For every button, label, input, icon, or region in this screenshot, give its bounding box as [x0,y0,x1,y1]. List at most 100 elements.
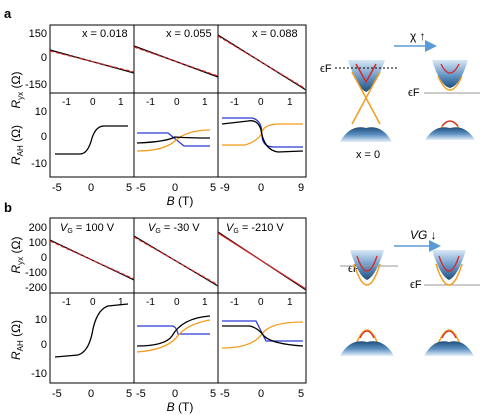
row-b-schematic: VG ↓ ϵF ϵF [340,228,480,356]
x0-label: x = 0 [356,149,380,161]
svg-text:-1: -1 [62,297,71,308]
svg-text:0: 0 [258,97,264,108]
row-a-schematic: ϵF x = 0 χ ↑ ϵF [320,29,480,161]
svg-text:1: 1 [118,97,124,108]
fermi-label-2: ϵF [410,279,422,291]
svg-text:0: 0 [258,297,264,308]
row-b-yticks: 200 100 0 -100 -200 10 0 -10 [25,222,47,380]
svg-text:0: 0 [172,182,178,194]
svg-text:-1: -1 [146,297,155,308]
rah-orange [222,123,303,146]
svg-text:0: 0 [90,97,96,108]
svg-text:RAH (Ω): RAH (Ω) [9,320,25,360]
ytick: -10 [31,158,47,170]
svg-text:5: 5 [210,182,216,194]
ryx-fit [49,240,135,280]
svg-text:5: 5 [210,388,216,400]
ytick: 0 [41,131,47,143]
cone-lower-2 [425,127,475,140]
ytick: 100 [29,237,47,249]
row-a-xlabel: B (T) [167,194,194,208]
svg-text:-1: -1 [62,97,71,108]
rah-data [222,325,304,347]
row-a-top-ylabel: Ryx (Ω) [9,72,25,109]
ryx-fit [133,46,219,77]
svg-text:1: 1 [287,297,293,308]
ytick: -10 [31,368,47,380]
cone-upper-2 [432,250,466,280]
row-b-params: VG = 100 V VG = -30 V VG = -210 V [60,222,284,235]
dirac-red [355,63,377,84]
svg-text:0: 0 [90,297,96,308]
rah-blue [222,320,303,342]
band-red [440,63,460,127]
arrow-label: χ ↑ [410,29,426,43]
svg-text:0: 0 [174,97,180,108]
row-b-xlabel: B (T) [167,400,194,414]
ytick: -200 [25,282,47,294]
dirac-cone [351,71,381,125]
band-red-2 [438,255,460,339]
row-a-panels [49,24,307,178]
rah-orange [136,129,211,152]
svg-text:RAH (Ω): RAH (Ω) [9,125,25,165]
panel-param: VG = -30 V [148,222,200,235]
panel-b3-bottom [217,292,307,384]
svg-text:5: 5 [126,388,132,400]
cone-lower [340,127,392,142]
ryx-fit [217,35,307,90]
ytick: -100 [25,267,47,279]
row-b-bottom-ylabel: RAH (Ω) [9,320,25,360]
svg-text:0: 0 [88,182,94,194]
svg-text:-5: -5 [220,388,230,400]
ryx-fit [49,50,135,73]
svg-text:0: 0 [258,182,264,194]
row-a-yticks: 150 0 -150 10 0 -10 [25,28,47,170]
fermi-label: ϵF [320,63,332,75]
panel-param: x = 0.088 [252,28,298,40]
ytick: 0 [41,339,47,351]
ryx-fit [217,232,307,290]
svg-text:-5: -5 [52,388,62,400]
svg-text:Ryx (Ω): Ryx (Ω) [9,237,25,274]
svg-text:-5: -5 [136,388,146,400]
row-b-panels [49,217,307,384]
ytick: -150 [25,79,47,91]
svg-text:0: 0 [88,388,94,400]
ytick: 0 [41,252,47,264]
svg-text:-1: -1 [230,297,239,308]
ytick: 200 [29,222,47,234]
svg-text:5: 5 [126,182,132,194]
fermi-label: ϵF [348,263,360,275]
panel-param: x = 0.055 [166,28,212,40]
svg-text:-1: -1 [146,97,155,108]
cone-upper [350,250,384,280]
row-b-inner-xticks: -1 0 1 -1 0 1 -1 0 1 [62,297,293,308]
svg-text:-9: -9 [220,182,230,194]
ryx-fit [133,236,219,286]
panel-param: VG = 100 V [60,222,115,235]
arrow-label: VG ↓ [410,228,437,242]
cone-lower-2 [424,341,474,356]
svg-text:0: 0 [258,388,264,400]
svg-text:Ryx (Ω): Ryx (Ω) [9,72,25,109]
rah-data [136,136,211,144]
svg-text:-5: -5 [52,182,62,194]
ytick: 0 [41,52,47,64]
panel-param: VG = -210 V [226,222,284,235]
rah-orange [136,319,211,353]
svg-text:1: 1 [287,97,293,108]
svg-text:5: 5 [298,388,304,400]
svg-text:1: 1 [118,297,124,308]
row-a-bottom-xticks: -5 0 5 -5 0 5 -9 0 9 [52,182,304,194]
row-b-label: b [4,200,12,215]
svg-text:9: 9 [298,182,304,194]
ytick: 10 [35,106,47,118]
svg-text:-5: -5 [136,182,146,194]
svg-text:-1: -1 [230,97,239,108]
row-a-bottom-ylabel: RAH (Ω) [9,125,25,165]
panel-param: x = 0.018 [82,28,128,40]
rah-data [221,120,304,153]
band-red [356,255,378,339]
